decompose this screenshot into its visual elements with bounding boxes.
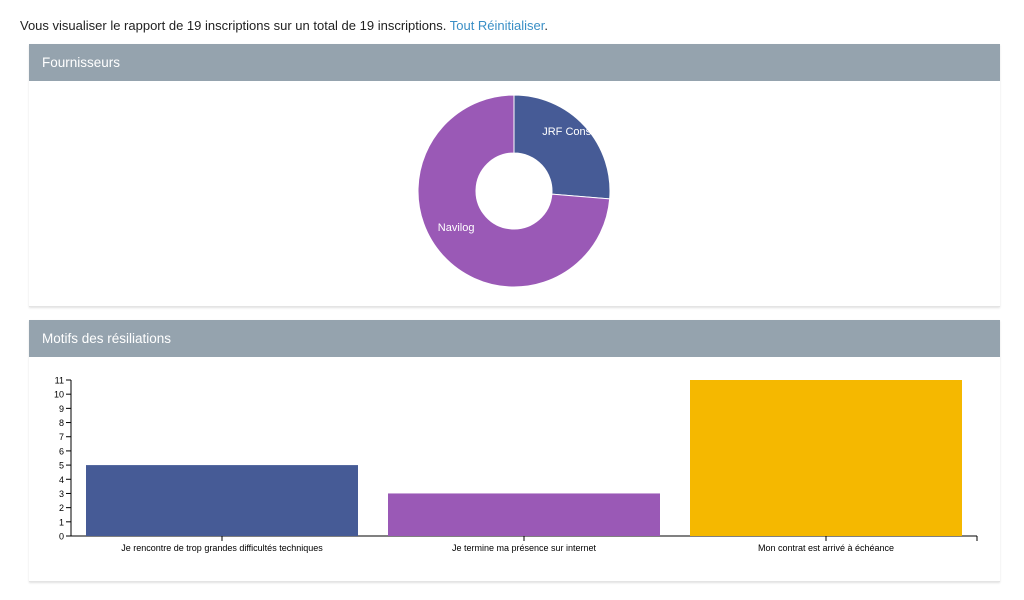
report-summary: Vous visualiser le rapport de 19 inscrip… [20, 18, 548, 33]
reset-all-link[interactable]: Tout Réinitialiser [449, 18, 545, 33]
y-tick-label: 0 [59, 532, 64, 542]
y-tick-label: 1 [59, 517, 64, 527]
donut-label-jrf-consultant: JRF Consultant [542, 126, 618, 138]
x-tick-label: Mon contrat est arrivé à échéance [758, 543, 894, 553]
donut-slice-navilog[interactable] [417, 94, 611, 288]
suppliers-donut-chart: JRF Consultant Navilog [417, 94, 618, 288]
suppliers-panel-title: Fournisseurs [29, 44, 1000, 81]
bar-2[interactable] [388, 493, 660, 536]
reasons-panel-title: Motifs des résiliations [29, 320, 1000, 357]
y-tick-label: 6 [59, 446, 64, 456]
y-tick-label: 11 [55, 376, 64, 386]
bar-1[interactable] [86, 465, 358, 536]
x-tick-label: Je rencontre de trop grandes difficultés… [121, 543, 323, 553]
x-tick-label: Je termine ma présence sur internet [452, 543, 597, 553]
summary-suffix: . [544, 18, 549, 33]
y-tick-label: 5 [59, 461, 64, 471]
donut-label-navilog: Navilog [438, 222, 475, 234]
y-tick-label: 10 [54, 390, 64, 400]
y-tick-label: 3 [59, 489, 64, 499]
summary-text: Vous visualiser le rapport de 19 inscrip… [20, 18, 447, 33]
reasons-bar-chart: 0 1 2 3 4 5 6 7 8 9 10 11 Je rencontre de trop grand… [54, 376, 978, 553]
suppliers-panel: Fournisseurs JRF Consultant Navilog [29, 44, 1000, 307]
y-tick-label: 4 [59, 475, 64, 485]
y-tick-label: 2 [59, 503, 64, 513]
reasons-panel: Motifs des résiliations 0 1 2 3 4 5 6 7 8 9 10 11 Je… [29, 320, 1000, 582]
y-tick-label: 8 [59, 418, 64, 428]
donut-slice-jrf-consultant[interactable] [513, 94, 611, 200]
bar-3[interactable] [690, 380, 962, 536]
y-tick-label: 9 [59, 404, 64, 414]
y-tick-label: 7 [59, 432, 64, 442]
